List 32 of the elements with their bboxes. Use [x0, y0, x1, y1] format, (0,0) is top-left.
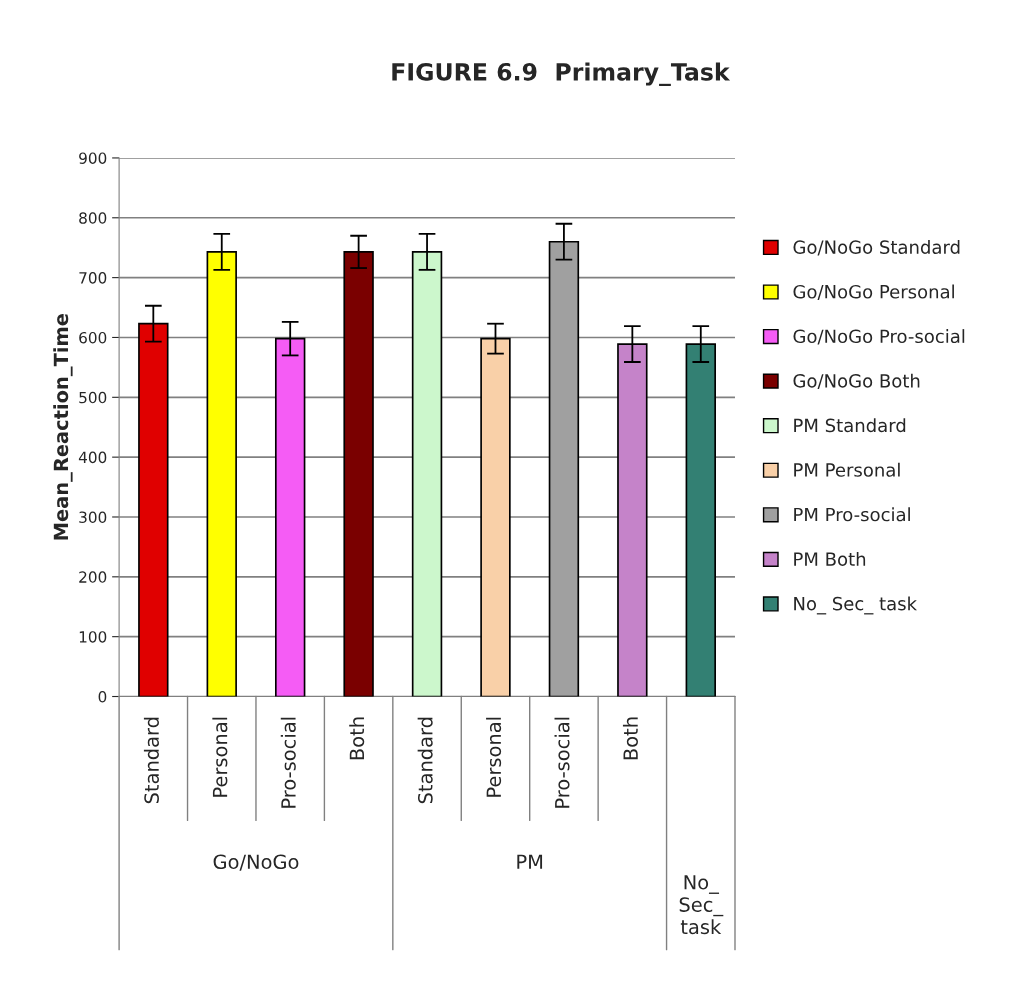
- legend-label: Go/NoGo Both: [793, 373, 920, 390]
- y-tick-label: 600: [79, 331, 107, 344]
- legend-label: Go/NoGo Personal: [793, 284, 954, 300]
- y-tick-label: 800: [79, 212, 107, 224]
- legend-label: No_ Sec_ task: [794, 596, 917, 615]
- chart-title: FIGURE 6.9 Primary_Task: [392, 62, 731, 87]
- x-tick-label: Both: [349, 717, 365, 760]
- y-tick-label: 100: [79, 631, 107, 643]
- y-tick-label: 400: [78, 451, 107, 464]
- legend-label: PM Pro-social: [794, 507, 910, 522]
- y-tick-label: 200: [79, 571, 107, 583]
- y-tick-label: 700: [79, 272, 107, 284]
- y-tick-label: 500: [79, 391, 107, 404]
- x-tick-label: Both: [622, 717, 638, 760]
- x-tick-label: Standard: [143, 717, 159, 804]
- legend-label: Go/NoGo Standard: [793, 240, 960, 256]
- x-tick-label: Pro-social: [554, 717, 570, 808]
- y-tick-label: 0: [98, 690, 107, 703]
- text: No_ Sec_ task: [679, 875, 724, 935]
- legend-label: PM Standard: [794, 418, 906, 433]
- text: Go/NoGo: [213, 854, 299, 871]
- legend-label: PM Both: [794, 551, 866, 566]
- x-tick-label: Personal: [212, 717, 228, 797]
- x-tick-label: Personal: [486, 717, 502, 797]
- y-tick-label: 300: [79, 511, 107, 524]
- x-tick-label: Standard: [417, 717, 433, 804]
- legend-label: Go/NoGo Pro-social: [793, 329, 965, 345]
- legend-label: PM Personal: [794, 462, 900, 477]
- x-tick-label: Pro-social: [280, 717, 296, 808]
- y-tick-label: 900: [79, 152, 107, 164]
- text: PM: [517, 854, 543, 869]
- y-axis-title: Mean_Reaction_Time: [53, 314, 73, 540]
